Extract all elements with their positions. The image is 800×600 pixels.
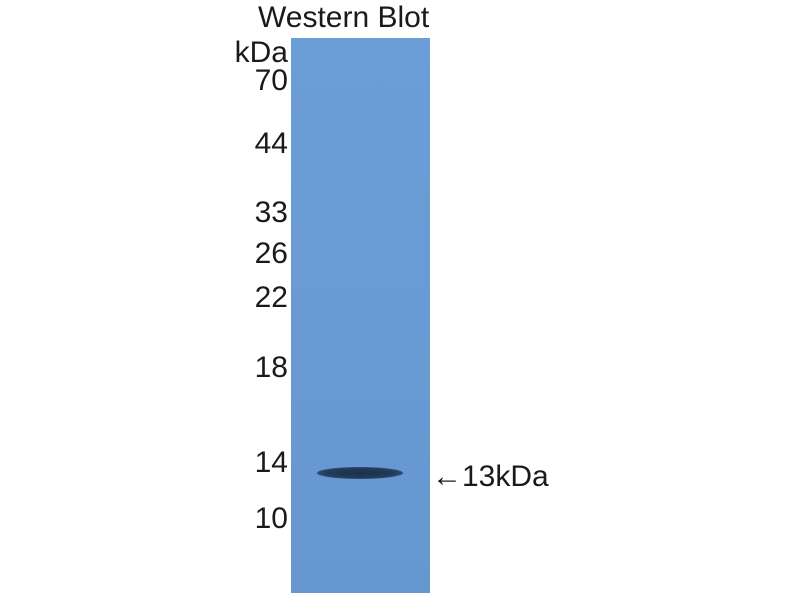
marker-label-33: 33 — [254, 196, 288, 229]
marker-label-26: 26 — [254, 237, 288, 270]
band-label: ←13kDa — [432, 460, 549, 493]
marker-label-44: 44 — [254, 127, 288, 160]
blot-lane — [291, 38, 430, 593]
marker-label-18: 18 — [254, 351, 288, 384]
figure-title: Western Blot — [258, 1, 430, 34]
unit-label: kDa — [234, 36, 288, 69]
protein-band — [317, 467, 403, 479]
marker-label-70: 70 — [254, 64, 288, 97]
marker-label-10: 10 — [254, 502, 288, 535]
marker-label-22: 22 — [254, 281, 288, 314]
marker-label-14: 14 — [254, 446, 288, 479]
